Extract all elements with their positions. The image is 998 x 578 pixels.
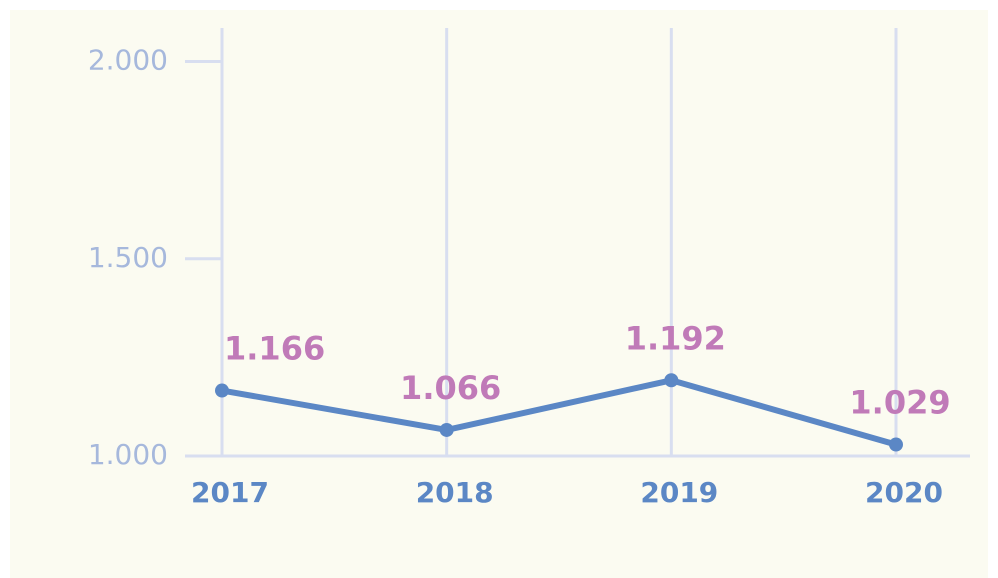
x-tick-label: 2020	[865, 476, 943, 509]
y-tick-label: 1.000	[88, 438, 168, 471]
point	[889, 437, 903, 452]
data-label: 1.029	[849, 384, 950, 422]
point	[215, 383, 229, 398]
y-tick-label: 1.500	[88, 241, 168, 274]
x-tick-label: 2019	[640, 476, 718, 509]
data-label: 1.192	[625, 319, 726, 357]
data-label: 1.066	[400, 369, 501, 407]
data-label: 1.166	[224, 330, 325, 368]
y-tick-label: 2.000	[88, 44, 168, 77]
chart-background	[10, 10, 988, 578]
x-tick-label: 2018	[416, 476, 494, 509]
point	[439, 422, 454, 437]
line	[221, 377, 897, 448]
x-tick-label: 2017	[191, 476, 269, 509]
point	[664, 373, 679, 388]
